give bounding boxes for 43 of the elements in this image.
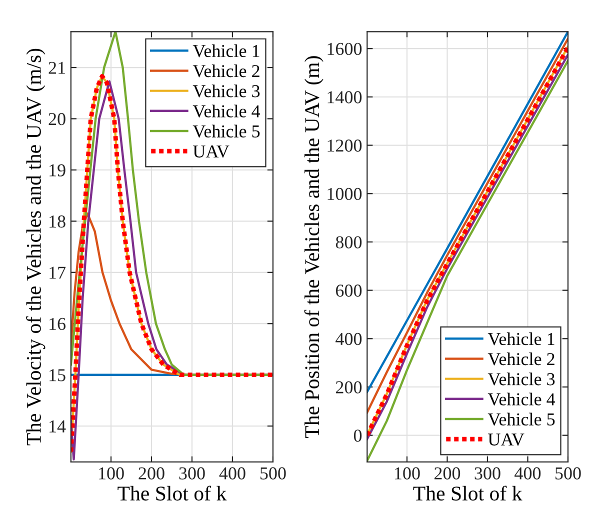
legend-label: Vehicle 3 bbox=[488, 372, 555, 386]
x-tick-label: 300 bbox=[179, 467, 205, 480]
y-axis-title: The Position of the Vehicles and the UAV (m) bbox=[304, 56, 324, 438]
y-tick-label: 800 bbox=[336, 236, 362, 248]
x-axis-title: The Slot of k bbox=[118, 486, 227, 501]
x-tick-label: 100 bbox=[99, 467, 124, 480]
legend-label: Vehicle 5 bbox=[488, 412, 555, 426]
y-tick-label: 600 bbox=[336, 284, 362, 297]
y-tick-label: 400 bbox=[336, 332, 362, 346]
legend-label: Vehicle 3 bbox=[192, 84, 260, 98]
x-tick-label: 200 bbox=[434, 467, 460, 480]
y-tick-label: 19 bbox=[50, 164, 66, 176]
y-tick-label: 21 bbox=[48, 62, 65, 74]
y-tick-label: 17 bbox=[50, 266, 66, 279]
legend-label: UAV bbox=[193, 145, 230, 158]
legend-label: Vehicle 1 bbox=[488, 332, 554, 346]
legend-label: Vehicle 1 bbox=[192, 44, 260, 58]
x-tick-label: 300 bbox=[474, 467, 500, 480]
x-tick-label: 500 bbox=[260, 467, 286, 480]
legend-label: UAV bbox=[488, 434, 524, 446]
legend-label: Vehicle 2 bbox=[488, 352, 554, 366]
y-tick-label: 200 bbox=[336, 381, 362, 394]
x-axis-title: The Slot of k bbox=[413, 486, 522, 501]
x-tick-label: 100 bbox=[395, 467, 420, 480]
y-tick-label: 0 bbox=[354, 430, 362, 442]
x-tick-label: 400 bbox=[219, 467, 246, 480]
x-tick-label: 500 bbox=[555, 467, 581, 480]
x-tick-label: 400 bbox=[514, 467, 541, 480]
legend-label: Vehicle 2 bbox=[192, 64, 260, 78]
legend-label: Vehicle 4 bbox=[192, 104, 260, 118]
y-tick-label: 1200 bbox=[328, 140, 362, 152]
y-tick-label: 20 bbox=[48, 112, 66, 126]
y-tick-label: 14 bbox=[50, 420, 66, 432]
y-tick-label: 16 bbox=[50, 318, 66, 330]
y-axis-title: The Velocity of the Vehicles and the UAV (m/s) bbox=[26, 48, 46, 446]
y-tick-label: 1400 bbox=[328, 91, 362, 104]
y-tick-label: 15 bbox=[50, 369, 66, 382]
y-tick-label: 1000 bbox=[328, 188, 362, 200]
x-tick-label: 200 bbox=[138, 467, 164, 480]
y-tick-label: 18 bbox=[50, 215, 66, 228]
legend-label: Vehicle 5 bbox=[192, 124, 260, 138]
y-tick-label: 1600 bbox=[328, 42, 362, 56]
legend-label: Vehicle 4 bbox=[488, 392, 556, 406]
